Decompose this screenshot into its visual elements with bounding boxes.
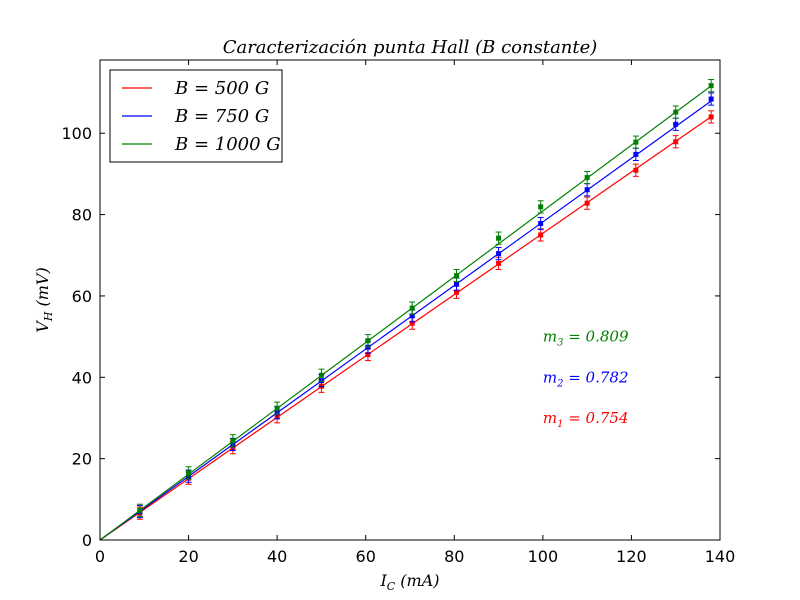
data-point bbox=[496, 260, 502, 266]
data-point bbox=[673, 139, 679, 145]
data-point bbox=[137, 507, 143, 513]
slope-annotations: m3 = 0.809 m2 = 0.782 m1 = 0.754 bbox=[543, 328, 629, 430]
x-tick-label: 20 bbox=[178, 547, 198, 566]
data-point bbox=[673, 109, 679, 115]
data-point bbox=[633, 151, 639, 157]
data-point bbox=[584, 200, 590, 206]
data-point bbox=[318, 372, 324, 378]
data-point bbox=[633, 167, 639, 173]
data-point bbox=[454, 289, 459, 295]
y-axis-label: VH (mV) bbox=[33, 267, 55, 332]
data-point bbox=[538, 204, 544, 210]
data-point bbox=[633, 139, 639, 145]
data-point bbox=[496, 251, 502, 257]
legend-label: B = 500 G bbox=[174, 78, 269, 99]
y-tick-label: 60 bbox=[72, 287, 92, 306]
legend: B = 500 G B = 750 G B = 1000 G bbox=[109, 69, 283, 163]
y-tick-label: 0 bbox=[82, 531, 92, 550]
data-point bbox=[584, 175, 590, 181]
x-tick-label: 100 bbox=[528, 547, 559, 566]
x-axis-label: IC (mA) bbox=[379, 571, 439, 593]
title-b: B bbox=[481, 37, 495, 58]
series-3 bbox=[99, 79, 715, 541]
data-point bbox=[230, 438, 236, 444]
data-point bbox=[365, 338, 371, 344]
plot-frame bbox=[99, 59, 721, 541]
legend-label: B = 1000 G bbox=[174, 134, 281, 155]
data-point bbox=[673, 121, 679, 127]
data-point bbox=[584, 187, 590, 193]
fit-line bbox=[99, 116, 712, 541]
x-tick-label: 40 bbox=[267, 547, 287, 566]
axis-ticks: 0 20 40 60 80 100 120 140 0 20 40 60 80 100 bbox=[61, 60, 735, 566]
title-suffix: constante) bbox=[495, 37, 597, 58]
y-tick-label: 80 bbox=[72, 206, 92, 225]
chart-title: Caracterización punta Hall (B constante) bbox=[223, 37, 598, 58]
x-tick-label: 140 bbox=[705, 547, 736, 566]
fit-line bbox=[99, 85, 712, 541]
data-point bbox=[538, 221, 544, 227]
y-tick-label: 20 bbox=[72, 450, 92, 469]
y-tick-label: 100 bbox=[61, 124, 92, 143]
data-point bbox=[409, 320, 415, 326]
data-point bbox=[186, 470, 192, 476]
data-point bbox=[496, 235, 502, 241]
data-point bbox=[454, 281, 459, 287]
legend-label: B = 750 G bbox=[174, 106, 269, 127]
title-prefix: Caracterización punta Hall ( bbox=[223, 37, 483, 58]
data-point bbox=[708, 83, 714, 89]
data-point bbox=[365, 352, 371, 358]
x-tick-label: 60 bbox=[356, 547, 376, 566]
fit-line bbox=[99, 100, 712, 541]
data-point bbox=[409, 305, 415, 311]
data-point bbox=[708, 96, 714, 102]
data-point bbox=[454, 273, 459, 279]
data-point bbox=[708, 114, 714, 120]
x-tick-label: 80 bbox=[444, 547, 464, 566]
data-point bbox=[538, 232, 544, 238]
slope-annotation: m2 = 0.782 bbox=[543, 368, 629, 389]
slope-annotation: m1 = 0.754 bbox=[543, 409, 629, 430]
y-tick-label: 40 bbox=[72, 368, 92, 387]
x-tick-label: 120 bbox=[616, 547, 647, 566]
data-point bbox=[409, 313, 415, 319]
series-layer bbox=[99, 79, 715, 541]
x-tick-label: 0 bbox=[95, 547, 105, 566]
data-point bbox=[274, 405, 280, 411]
slope-annotation: m3 = 0.809 bbox=[543, 328, 629, 349]
